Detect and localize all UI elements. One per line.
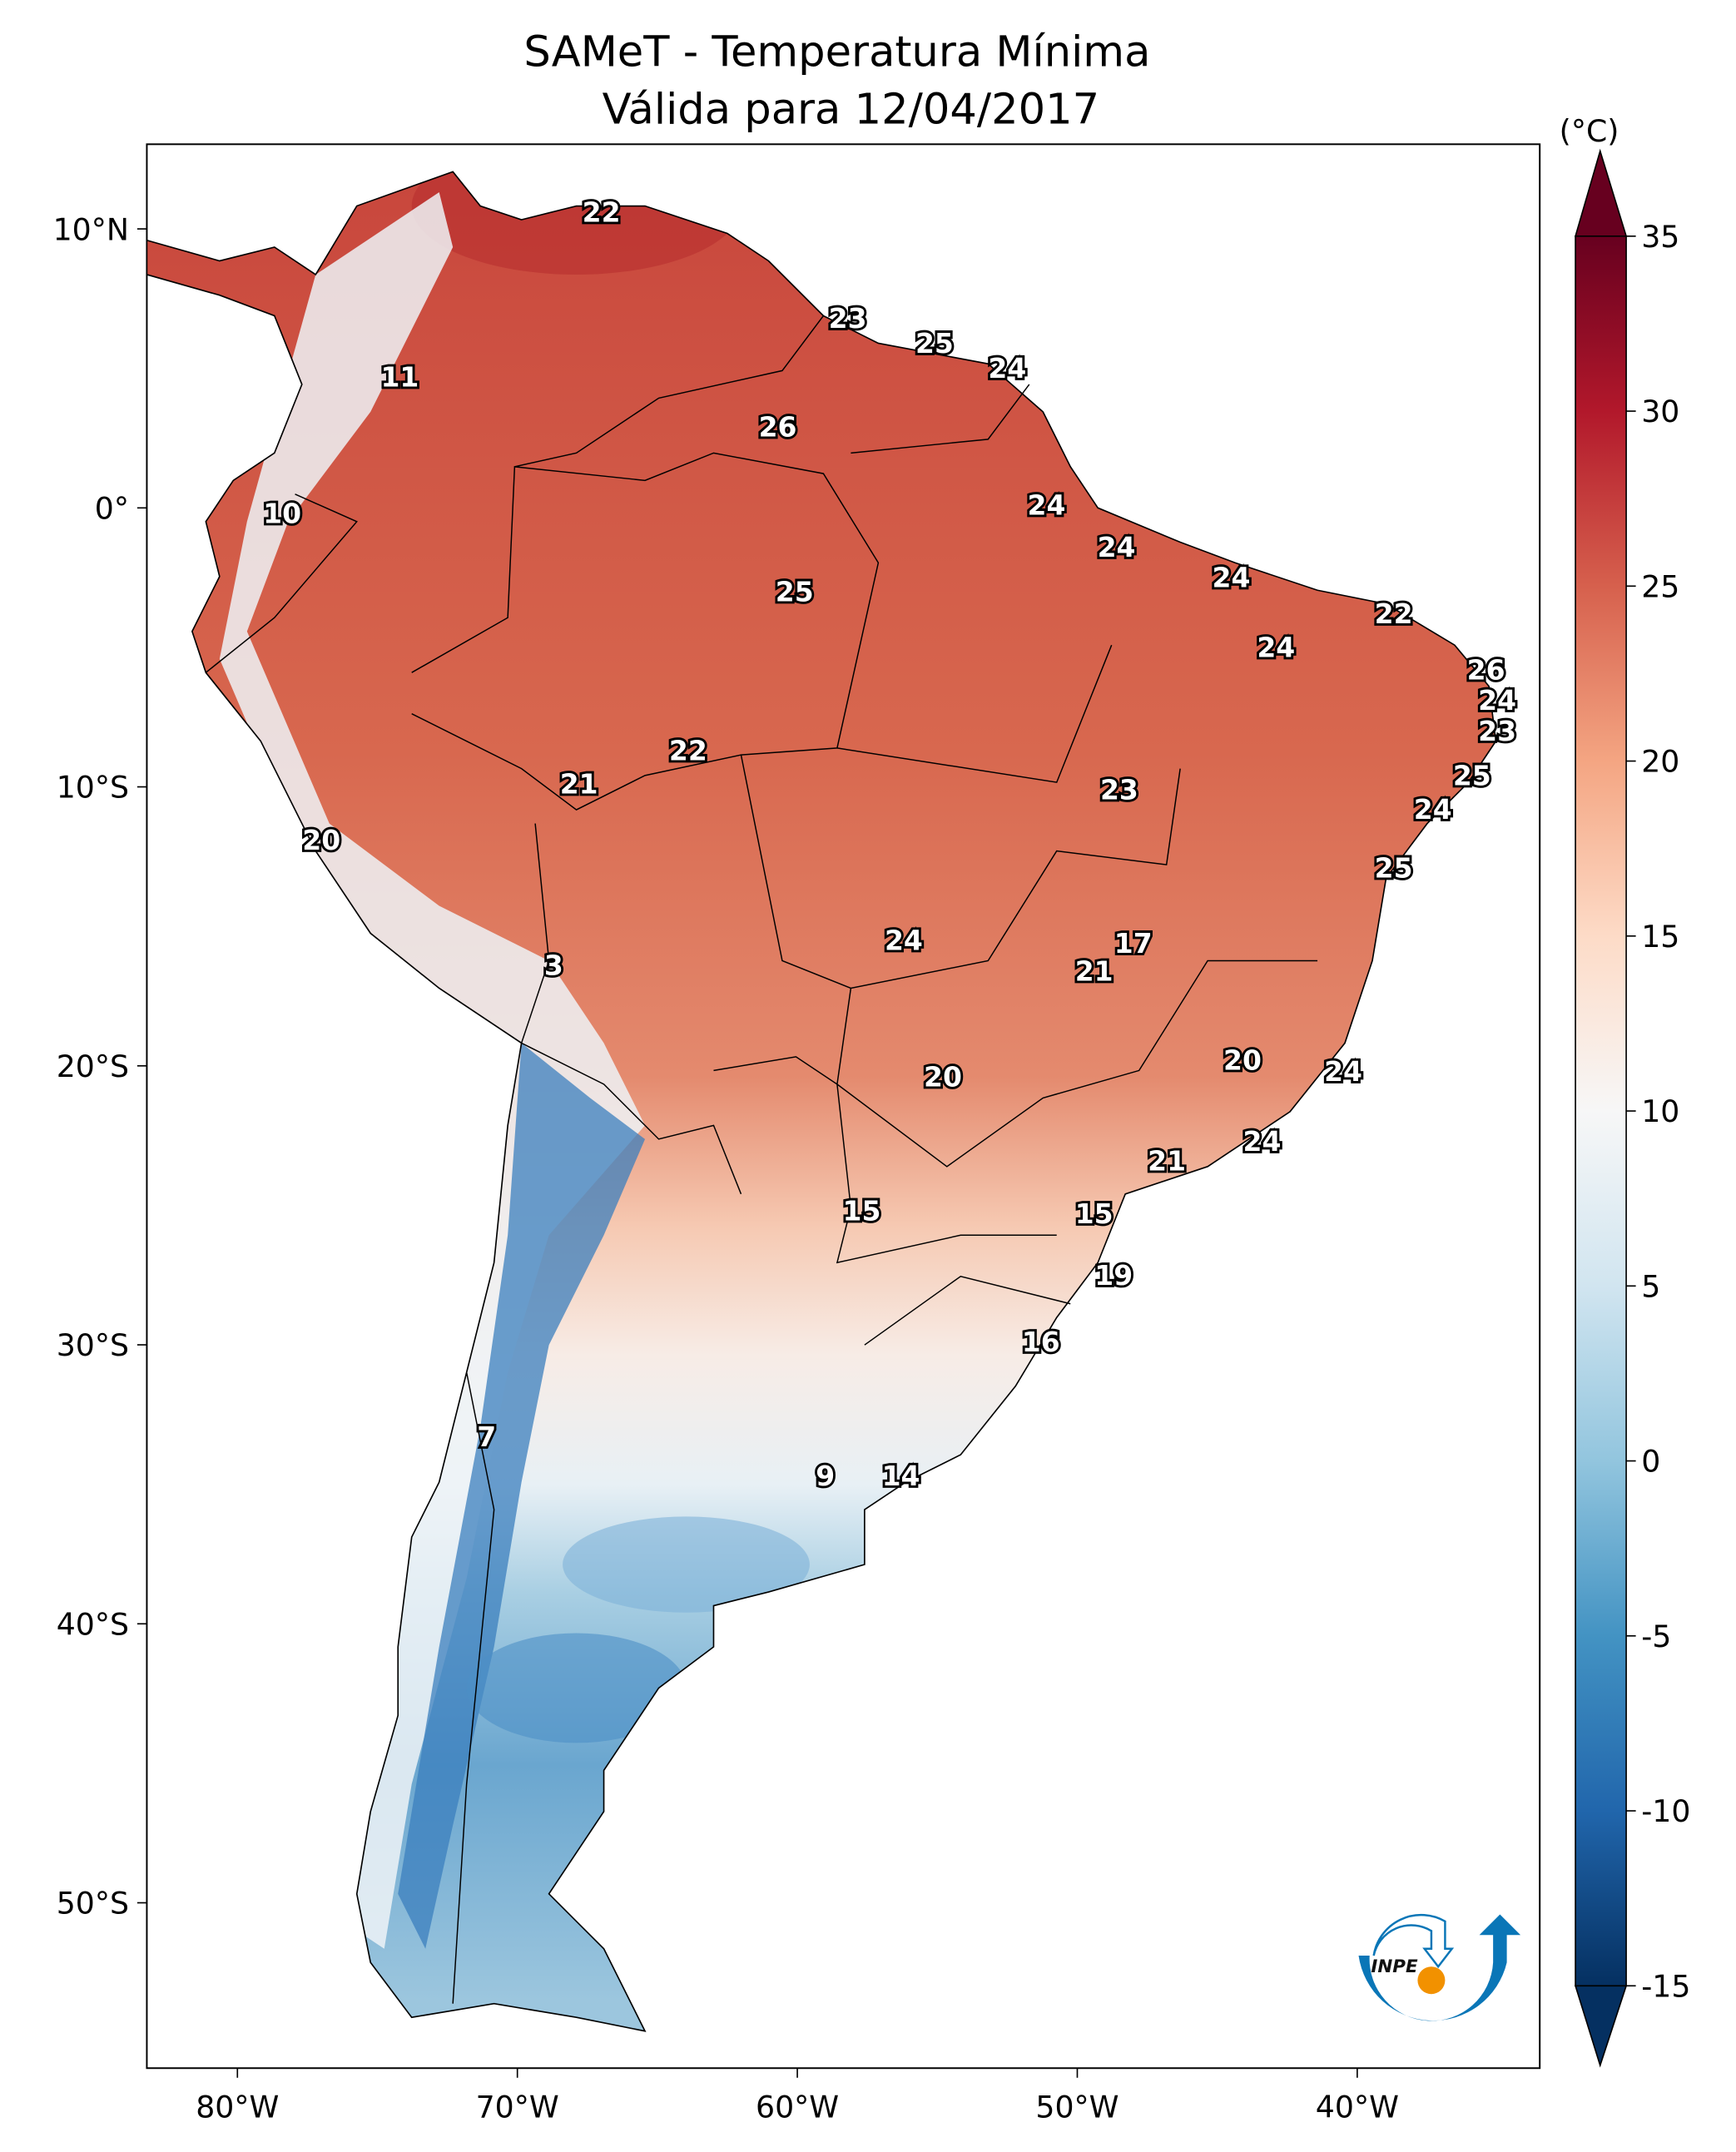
colorbar-gradient bbox=[1575, 235, 1627, 1987]
station-value-label: 20 bbox=[302, 824, 340, 856]
colorbar-tick-label: -15 bbox=[1641, 1968, 1690, 2004]
map-title-line1: SAMeT - Temperatura Mínima bbox=[523, 27, 1150, 77]
station-value-label: 9 bbox=[816, 1460, 835, 1492]
y-tick-label: 20°S bbox=[57, 1049, 129, 1084]
station-value-label: 21 bbox=[560, 768, 598, 801]
colorbar-top-extension bbox=[1574, 148, 1628, 237]
station-value-label: 14 bbox=[882, 1460, 920, 1492]
station-value-label: 10 bbox=[263, 498, 301, 530]
station-value-label: 22 bbox=[1375, 598, 1413, 630]
station-value-label: 24 bbox=[1213, 562, 1251, 594]
station-value-label: 19 bbox=[1094, 1259, 1133, 1292]
colorbar-tick-label: 15 bbox=[1641, 919, 1679, 955]
y-tick-label: 10°N bbox=[53, 211, 129, 247]
x-tick-label: 40°W bbox=[1316, 2090, 1399, 2125]
y-tick-label: 30°S bbox=[57, 1327, 129, 1363]
station-value-label: 24 bbox=[1324, 1055, 1362, 1088]
station-value-label: 11 bbox=[380, 360, 419, 393]
country-borders bbox=[205, 315, 1318, 2004]
colorbar-bottom-extension bbox=[1574, 1985, 1628, 2068]
station-value-label: 20 bbox=[1223, 1044, 1262, 1077]
x-tick-label: 50°W bbox=[1035, 2090, 1118, 2125]
station-value-label: 25 bbox=[915, 327, 954, 359]
station-value-label: 25 bbox=[776, 575, 814, 607]
colorbar-tick-label: 30 bbox=[1641, 394, 1679, 429]
y-tick-label: 10°S bbox=[57, 770, 129, 806]
colorbar-tick-label: 25 bbox=[1641, 568, 1679, 604]
station-value-label: 24 bbox=[1478, 684, 1516, 717]
station-value-label: 26 bbox=[1467, 653, 1505, 686]
station-value-label: 22 bbox=[583, 196, 621, 228]
station-value-label: 26 bbox=[759, 411, 797, 444]
station-value-label: 24 bbox=[1257, 631, 1295, 663]
inpe-logo-text: INPE bbox=[1371, 1956, 1418, 1977]
station-value-label: 23 bbox=[1478, 715, 1516, 747]
map-title-line2: Válida para 12/04/2017 bbox=[603, 86, 1100, 135]
station-value-label: 24 bbox=[1414, 793, 1452, 826]
station-value-label: 21 bbox=[1075, 955, 1114, 987]
station-value-label: 3 bbox=[544, 950, 563, 982]
station-value-label: 16 bbox=[1022, 1326, 1060, 1358]
station-value-label: 24 bbox=[885, 924, 923, 956]
colorbar-unit-label: (°C) bbox=[1560, 113, 1619, 149]
station-value-label: 24 bbox=[1098, 531, 1136, 563]
colorbar-tick-label: -10 bbox=[1641, 1793, 1690, 1829]
station-value-label: 20 bbox=[924, 1061, 962, 1093]
station-value-label: 17 bbox=[1114, 927, 1153, 959]
colorbar: (°C) 35 30 25 20 15 10 5 0 -5 -10 -15 bbox=[1560, 113, 1690, 2068]
colorbar-tick-label: 0 bbox=[1641, 1444, 1660, 1480]
station-value-label: 25 bbox=[1453, 760, 1491, 792]
y-axis-ticks: 10°N 0° 10°S 20°S 30°S 40°S 50°S bbox=[53, 211, 147, 1921]
colorbar-tick-label: 35 bbox=[1641, 219, 1679, 255]
colorbar-tick-label: 10 bbox=[1641, 1093, 1679, 1129]
x-axis-ticks: 80°W 70°W 60°W 50°W 40°W bbox=[196, 2068, 1399, 2125]
colorbar-tick-label: 5 bbox=[1641, 1268, 1660, 1304]
x-tick-label: 70°W bbox=[476, 2090, 559, 2125]
station-value-label: 24 bbox=[1028, 488, 1066, 521]
inpe-logo: INPE bbox=[1358, 1913, 1521, 2021]
station-value-label: 7 bbox=[477, 1421, 496, 1453]
station-value-label: 21 bbox=[1148, 1144, 1186, 1177]
station-value-label: 15 bbox=[1075, 1197, 1114, 1230]
station-value-label: 23 bbox=[829, 302, 867, 335]
station-value-label: 25 bbox=[1375, 851, 1413, 884]
station-value-label: 24 bbox=[1243, 1125, 1282, 1158]
x-tick-label: 60°W bbox=[756, 2090, 839, 2125]
station-value-label: 24 bbox=[988, 352, 1026, 384]
station-value-label: 23 bbox=[1100, 773, 1138, 806]
y-tick-label: 0° bbox=[95, 491, 129, 527]
station-value-label: 15 bbox=[843, 1195, 881, 1227]
y-tick-label: 40°S bbox=[57, 1606, 129, 1642]
x-tick-label: 80°W bbox=[196, 2090, 279, 2125]
colorbar-ticks: 35 30 25 20 15 10 5 0 -5 -10 -15 bbox=[1626, 219, 1690, 2004]
y-tick-label: 50°S bbox=[57, 1886, 129, 1921]
colorbar-tick-label: 20 bbox=[1641, 744, 1679, 780]
station-value-label: 22 bbox=[669, 735, 707, 767]
colorbar-tick-label: -5 bbox=[1641, 1619, 1671, 1654]
